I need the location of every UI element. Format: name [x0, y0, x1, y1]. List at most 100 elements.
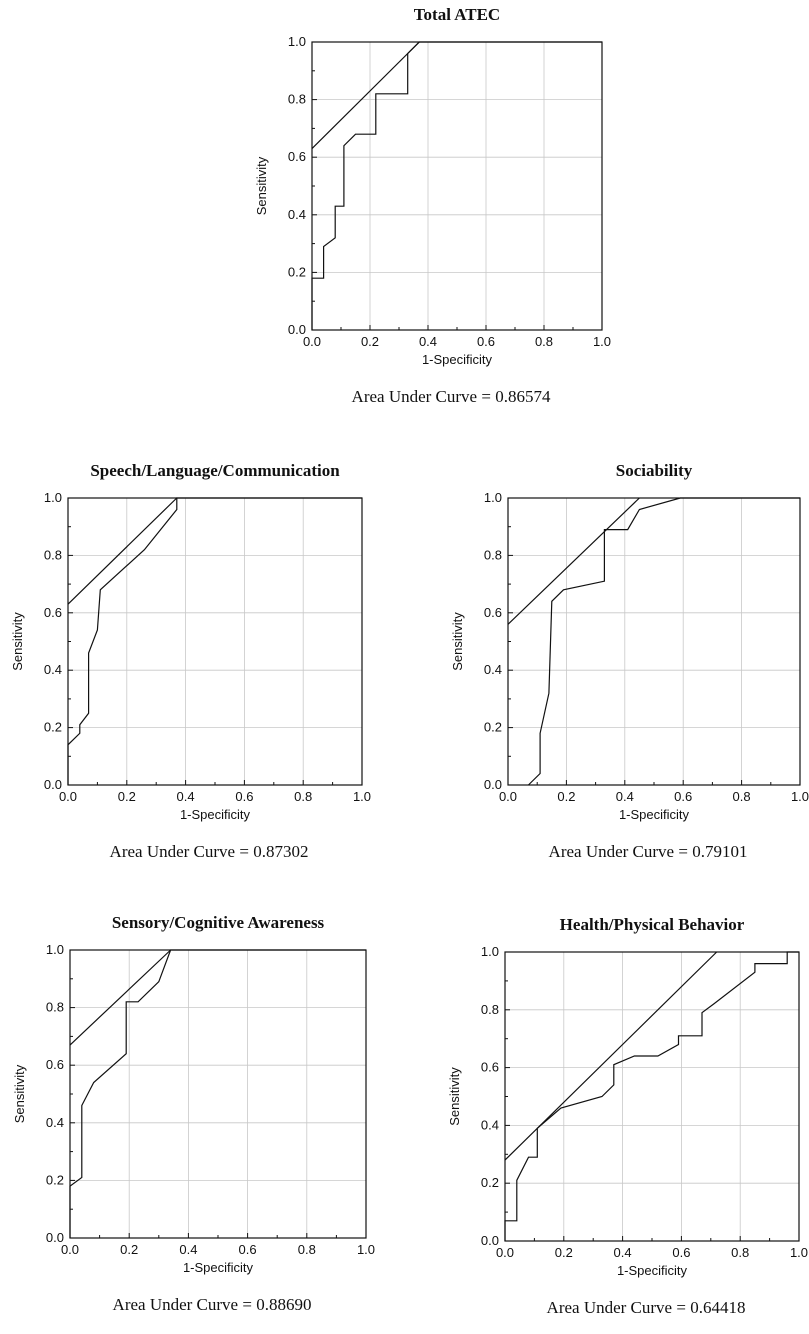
y-tick-label: 0.6 — [288, 149, 306, 164]
x-tick-label: 0.6 — [239, 1242, 257, 1257]
auc-caption: Area Under Curve = 0.64418 — [547, 1298, 746, 1317]
y-tick-label: 0.0 — [481, 1233, 499, 1248]
roc-curve — [527, 497, 800, 786]
plot-frame — [504, 951, 800, 1242]
x-tick-label: 0.8 — [731, 1245, 749, 1260]
x-tick-label: 0.8 — [294, 789, 312, 804]
roc-panel-5: 0.0 0.2 0.4 0.6 0.8 1.0 0.0 0.2 0.4 0.6 0.8 1.0 Heal… — [447, 915, 808, 1317]
x-tick-label: 0.2 — [120, 1242, 138, 1257]
x-tick-label: 0.2 — [555, 1245, 573, 1260]
y-tick-label: 0.0 — [44, 777, 62, 792]
x-tick-label: 0.0 — [303, 334, 321, 349]
y-tick-label: 0.2 — [46, 1172, 64, 1187]
y-tick-label: 1.0 — [484, 490, 502, 505]
y-tick-label: 0.2 — [44, 720, 62, 735]
y-tick-label: 0.0 — [288, 322, 306, 337]
auc-caption: Area Under Curve = 0.87302 — [110, 842, 309, 861]
chart-title: Sensory/Cognitive Awareness — [112, 913, 325, 932]
auc-caption: Area Under Curve = 0.86574 — [352, 387, 551, 406]
x-tick-label: 1.0 — [357, 1242, 375, 1257]
roc-panel-3: 0.0 0.2 0.4 0.6 0.8 1.0 0.0 0.2 0.4 0.6 0.8 1.0 Soci… — [450, 461, 809, 861]
y-tick-label: 0.0 — [484, 777, 502, 792]
x-tick-label: 0.0 — [61, 1242, 79, 1257]
y-axis-label: Sensitivity — [450, 612, 465, 671]
x-tick-label: 0.2 — [361, 334, 379, 349]
auc-caption: Area Under Curve = 0.88690 — [113, 1295, 312, 1314]
roc-panel-4: 0.0 0.2 0.4 0.6 0.8 1.0 0.0 0.2 0.4 0.6 0.8 1.0 Sens… — [12, 913, 375, 1314]
x-tick-label: 0.4 — [177, 789, 195, 804]
x-tick-label: 0.0 — [499, 789, 517, 804]
y-tick-label: 0.4 — [46, 1115, 64, 1130]
roc-curve — [311, 41, 602, 330]
y-tick-label: 0.8 — [481, 1002, 499, 1017]
y-tick-label: 0.8 — [484, 547, 502, 562]
roc-curve — [69, 949, 366, 1238]
x-tick-label: 1.0 — [353, 789, 371, 804]
x-axis-label: 1-Specificity — [619, 807, 690, 822]
plot-frame — [67, 497, 363, 786]
x-tick-label: 0.6 — [235, 789, 253, 804]
x-tick-label: 0.4 — [614, 1245, 632, 1260]
y-tick-label: 0.6 — [46, 1057, 64, 1072]
chart-title: Health/Physical Behavior — [560, 915, 745, 934]
x-tick-label: 0.4 — [179, 1242, 197, 1257]
x-tick-label: 0.0 — [59, 789, 77, 804]
roc-curve — [67, 497, 362, 785]
roc-panel-2: 0.0 0.2 0.4 0.6 0.8 1.0 0.0 0.2 0.4 0.6 0.8 1.0 Spee… — [10, 461, 371, 861]
x-tick-label: 1.0 — [790, 1245, 808, 1260]
roc-curve — [504, 951, 799, 1241]
y-tick-label: 0.4 — [481, 1117, 499, 1132]
y-tick-label: 1.0 — [46, 942, 64, 957]
x-tick-label: 0.6 — [674, 789, 692, 804]
y-tick-label: 1.0 — [44, 490, 62, 505]
auc-caption: Area Under Curve = 0.79101 — [549, 842, 748, 861]
x-tick-label: 1.0 — [593, 334, 611, 349]
y-tick-label: 0.4 — [44, 662, 62, 677]
x-tick-label: 0.0 — [496, 1245, 514, 1260]
x-axis-label: 1-Specificity — [180, 807, 251, 822]
y-tick-label: 1.0 — [288, 34, 306, 49]
y-tick-label: 0.6 — [484, 605, 502, 620]
plot-frame — [507, 497, 801, 786]
x-tick-label: 0.2 — [118, 789, 136, 804]
y-tick-label: 0.6 — [481, 1060, 499, 1075]
y-axis-label: Sensitivity — [12, 1064, 27, 1123]
y-tick-label: 0.8 — [44, 547, 62, 562]
y-tick-label: 0.4 — [288, 207, 306, 222]
x-tick-label: 0.8 — [298, 1242, 316, 1257]
y-tick-label: 1.0 — [481, 944, 499, 959]
y-tick-label: 0.4 — [484, 662, 502, 677]
plot-frame — [311, 41, 603, 331]
y-tick-label: 0.2 — [484, 720, 502, 735]
x-tick-label: 0.6 — [477, 334, 495, 349]
y-tick-label: 0.8 — [46, 1000, 64, 1015]
y-axis-label: Sensitivity — [447, 1067, 462, 1126]
y-tick-label: 0.8 — [288, 92, 306, 107]
x-tick-label: 1.0 — [791, 789, 809, 804]
y-tick-label: 0.2 — [288, 264, 306, 279]
reference-line — [67, 497, 178, 605]
y-axis-label: Sensitivity — [254, 156, 269, 215]
x-axis-label: 1-Specificity — [617, 1263, 688, 1278]
x-axis-label: 1-Specificity — [422, 352, 493, 367]
x-tick-label: 0.6 — [672, 1245, 690, 1260]
chart-title: Sociability — [616, 461, 693, 480]
chart-title: Speech/Language/Communication — [90, 461, 340, 480]
y-tick-label: 0.6 — [44, 605, 62, 620]
chart-title: Total ATEC — [414, 5, 500, 24]
y-tick-label: 0.0 — [46, 1230, 64, 1245]
plot-frame — [69, 949, 367, 1239]
reference-line — [507, 497, 640, 625]
roc-panel-1: 0.0 0.2 0.4 0.6 0.8 1.0 0.0 0.2 0.4 0.6 0.8 1.0 Tota… — [254, 5, 611, 406]
x-tick-label: 0.8 — [733, 789, 751, 804]
x-tick-label: 0.2 — [557, 789, 575, 804]
y-axis-label: Sensitivity — [10, 612, 25, 671]
reference-line — [69, 949, 172, 1046]
x-tick-label: 0.4 — [616, 789, 634, 804]
reference-line — [311, 41, 420, 149]
y-tick-label: 0.2 — [481, 1175, 499, 1190]
x-axis-label: 1-Specificity — [183, 1260, 254, 1275]
x-tick-label: 0.8 — [535, 334, 553, 349]
x-tick-label: 0.4 — [419, 334, 437, 349]
